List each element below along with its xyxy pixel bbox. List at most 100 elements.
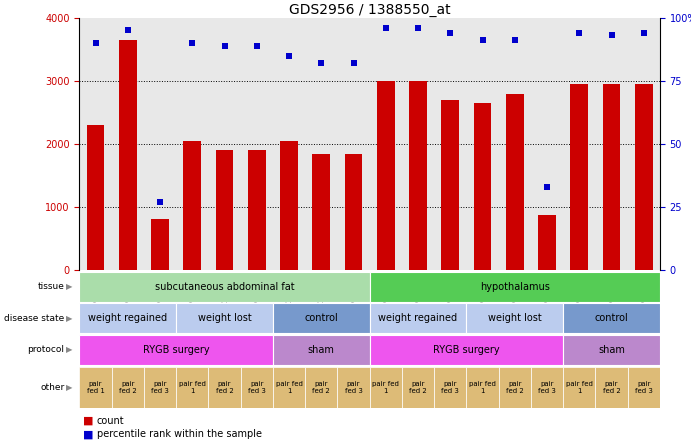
Bar xyxy=(240,18,273,270)
Text: pair
fed 3: pair fed 3 xyxy=(151,381,169,394)
Point xyxy=(316,59,327,67)
Bar xyxy=(144,18,176,270)
Bar xyxy=(273,18,305,270)
Bar xyxy=(563,367,596,408)
Bar xyxy=(280,141,298,270)
Bar xyxy=(79,272,370,302)
Bar xyxy=(176,18,209,270)
Bar xyxy=(216,151,234,270)
Point xyxy=(606,32,617,39)
Bar xyxy=(79,367,112,408)
Bar xyxy=(466,303,563,333)
Bar xyxy=(151,218,169,270)
Bar xyxy=(563,18,596,270)
Point xyxy=(542,183,553,190)
Title: GDS2956 / 1388550_at: GDS2956 / 1388550_at xyxy=(289,3,451,17)
Bar xyxy=(538,215,556,270)
Text: disease state: disease state xyxy=(4,314,64,323)
Bar xyxy=(312,154,330,270)
Point xyxy=(574,29,585,36)
Text: pair
fed 2: pair fed 2 xyxy=(119,381,137,394)
Bar xyxy=(627,367,660,408)
Text: pair
fed 3: pair fed 3 xyxy=(635,381,653,394)
Bar xyxy=(442,100,459,270)
Point xyxy=(477,37,488,44)
Bar xyxy=(305,367,337,408)
Text: ▶: ▶ xyxy=(66,314,73,323)
Bar xyxy=(209,18,240,270)
Bar xyxy=(506,94,524,270)
Bar xyxy=(112,18,144,270)
Bar xyxy=(473,103,491,270)
Text: ▶: ▶ xyxy=(66,282,73,291)
Text: weight lost: weight lost xyxy=(198,313,252,323)
Bar xyxy=(337,18,370,270)
Bar xyxy=(305,18,337,270)
Text: pair
fed 3: pair fed 3 xyxy=(538,381,556,394)
Bar xyxy=(273,335,370,365)
Text: pair
fed 2: pair fed 2 xyxy=(506,381,524,394)
Bar xyxy=(409,81,427,270)
Text: tissue: tissue xyxy=(37,282,64,291)
Bar xyxy=(596,18,627,270)
Text: pair fed
1: pair fed 1 xyxy=(372,381,399,394)
Text: pair
fed 3: pair fed 3 xyxy=(442,381,460,394)
Bar xyxy=(499,18,531,270)
Bar xyxy=(466,367,499,408)
Point xyxy=(252,42,263,49)
Bar xyxy=(370,18,402,270)
Bar xyxy=(337,367,370,408)
Bar xyxy=(176,303,273,333)
Text: weight regained: weight regained xyxy=(379,313,457,323)
Bar xyxy=(248,151,265,270)
Text: pair
fed 2: pair fed 2 xyxy=(216,381,234,394)
Text: pair
fed 2: pair fed 2 xyxy=(603,381,621,394)
Text: hypothalamus: hypothalamus xyxy=(480,282,550,292)
Text: ▶: ▶ xyxy=(66,345,73,354)
Point xyxy=(445,29,456,36)
Bar xyxy=(112,367,144,408)
Point xyxy=(155,198,166,206)
Point xyxy=(380,24,391,32)
Text: control: control xyxy=(595,313,628,323)
Text: pair
fed 2: pair fed 2 xyxy=(409,381,427,394)
Point xyxy=(413,24,424,32)
Text: control: control xyxy=(305,313,338,323)
Text: pair fed
1: pair fed 1 xyxy=(566,381,593,394)
Point xyxy=(348,59,359,67)
Bar xyxy=(119,40,137,270)
Bar xyxy=(370,272,660,302)
Bar xyxy=(79,335,273,365)
Bar xyxy=(635,84,652,270)
Bar xyxy=(531,367,563,408)
Bar xyxy=(570,84,588,270)
Bar xyxy=(370,335,563,365)
Bar xyxy=(345,154,362,270)
Text: weight regained: weight regained xyxy=(88,313,167,323)
Bar xyxy=(209,367,240,408)
Text: count: count xyxy=(97,416,124,426)
Bar xyxy=(434,18,466,270)
Text: ■: ■ xyxy=(83,429,93,439)
Bar xyxy=(596,367,627,408)
Point xyxy=(90,40,101,47)
Point xyxy=(219,42,230,49)
Bar xyxy=(144,367,176,408)
Text: protocol: protocol xyxy=(27,345,64,354)
Bar xyxy=(563,335,660,365)
Text: pair
fed 2: pair fed 2 xyxy=(312,381,330,394)
Text: percentile rank within the sample: percentile rank within the sample xyxy=(97,429,262,439)
Bar xyxy=(273,303,370,333)
Text: pair fed
1: pair fed 1 xyxy=(276,381,303,394)
Point xyxy=(638,29,650,36)
Text: weight lost: weight lost xyxy=(488,313,542,323)
Bar xyxy=(79,303,176,333)
Text: pair
fed 3: pair fed 3 xyxy=(248,381,266,394)
Bar xyxy=(79,18,112,270)
Text: sham: sham xyxy=(598,345,625,355)
Bar xyxy=(176,367,209,408)
Text: pair
fed 1: pair fed 1 xyxy=(86,381,104,394)
Bar xyxy=(434,367,466,408)
Bar xyxy=(627,18,660,270)
Bar xyxy=(563,303,660,333)
